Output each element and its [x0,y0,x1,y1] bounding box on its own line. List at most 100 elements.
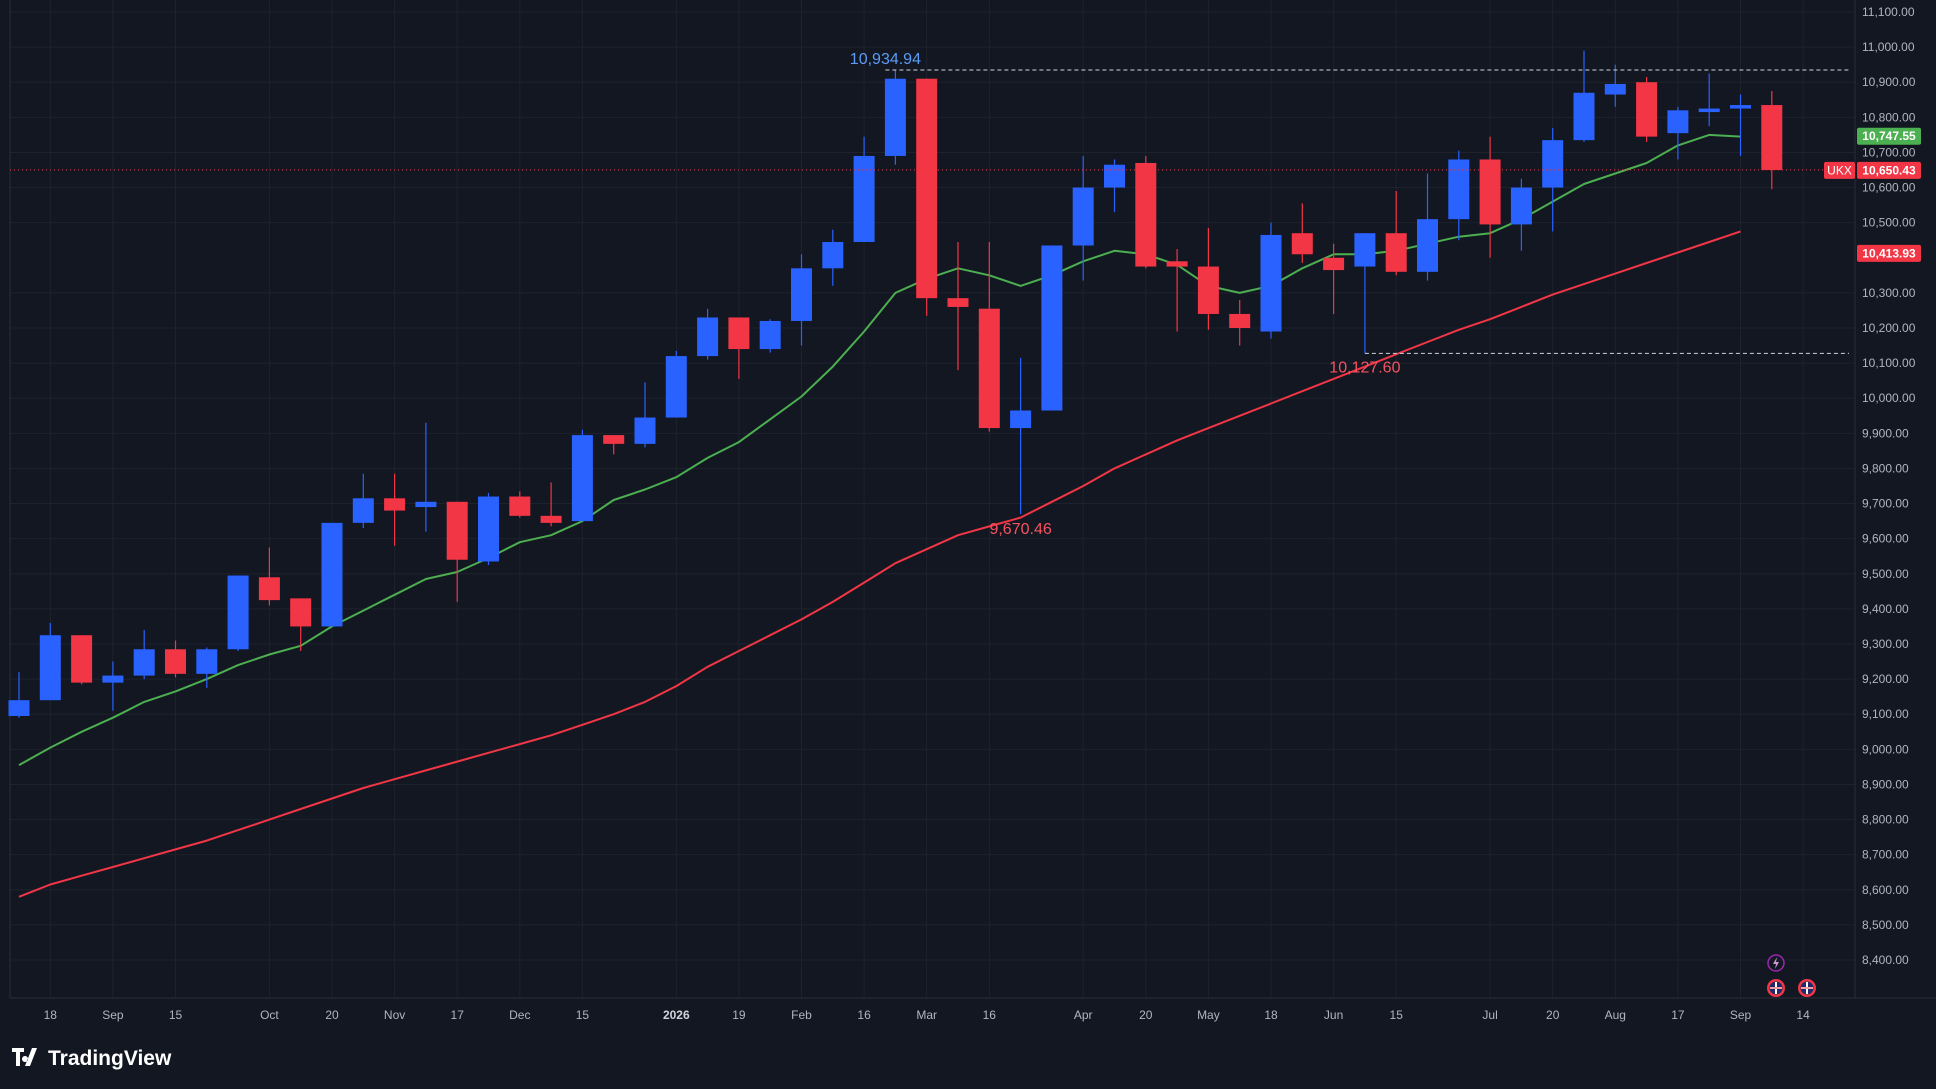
candle[interactable] [791,254,812,346]
candle[interactable] [133,629,155,680]
candle[interactable] [1636,76,1658,142]
candle[interactable] [1135,155,1157,269]
candle[interactable] [603,435,625,455]
candle-body [822,241,844,269]
price-tick-label: 8,600.00 [1862,883,1909,897]
candle[interactable] [39,622,61,701]
candle[interactable] [102,661,124,711]
candle[interactable] [165,640,186,678]
price-tick-label: 9,000.00 [1862,742,1909,756]
lightning-event-icon[interactable] [1767,954,1785,972]
candle[interactable] [415,422,437,532]
price-tag-value: 10,747.55 [1862,129,1916,143]
candle[interactable] [1354,233,1376,354]
candle[interactable] [1010,357,1032,515]
candle[interactable] [697,308,719,360]
candle[interactable] [478,493,499,565]
candle-body [978,308,1000,429]
price-tag[interactable]: 10,747.55 [1857,127,1921,145]
time-axis[interactable]: 18 Sep 15 Oct 20 Nov 17 Dec 15 2026 19 Feb 16 Mar 16 Ap… [44,1008,1810,1022]
candle[interactable] [1698,73,1720,127]
candle[interactable] [1573,50,1595,142]
candle[interactable] [916,78,938,316]
candle-body [665,356,687,418]
price-tick-label: 11,000.00 [1862,40,1915,54]
candle[interactable] [1104,159,1125,213]
candle[interactable] [1291,203,1313,264]
candle[interactable] [1730,94,1751,156]
chart-canvas[interactable]: 10,934.94 9,670.46 10,127.60 8,400.00 8,500… [0,0,1936,1035]
price-tag[interactable]: 10,650.43 UKX [1824,161,1921,179]
candle-body [1510,187,1532,225]
candle[interactable] [227,575,249,652]
candle[interactable] [1667,106,1689,160]
price-tick-label: 9,300.00 [1862,637,1909,651]
candle[interactable] [1479,136,1501,258]
time-tick-label: 14 [1796,1008,1810,1022]
price-tick-label: 10,800.00 [1862,110,1916,124]
candle-body [227,575,249,650]
candle-body [1417,219,1438,272]
candle[interactable] [1041,245,1063,411]
candle-body [697,317,719,357]
candle[interactable] [540,482,562,527]
candle[interactable] [759,319,781,353]
candle[interactable] [1542,127,1564,232]
candle[interactable] [1510,178,1532,251]
candle[interactable] [71,635,93,685]
candle[interactable] [196,647,218,688]
uk-flag-event-icon[interactable] [1767,979,1785,997]
candle-body [133,649,155,676]
price-tick-label: 8,900.00 [1862,777,1909,791]
price-tags: 10,747.55 10,650.43 UKX 10,413.93 [1824,127,1921,262]
candle[interactable] [1260,222,1282,339]
candle-body [1197,266,1219,314]
candle[interactable] [8,672,30,718]
candle[interactable] [665,350,687,418]
candle[interactable] [1385,191,1407,276]
candle[interactable] [884,69,906,165]
candle[interactable] [1761,91,1783,190]
candle[interactable] [1197,227,1219,330]
candle-body [258,577,280,601]
candle[interactable] [1323,243,1345,314]
candle[interactable] [822,229,844,286]
candle[interactable] [1229,299,1251,346]
candle[interactable] [258,547,280,606]
price-tick-label: 9,900.00 [1862,426,1909,440]
candle[interactable] [1072,155,1094,281]
candle-body [884,78,906,156]
candle-body [1448,159,1470,220]
price-tag[interactable]: 10,413.93 [1857,244,1921,262]
candle[interactable] [978,241,1000,432]
candle[interactable] [571,429,593,522]
candle[interactable] [728,317,750,379]
candle[interactable] [634,382,656,448]
time-tick-label: Mar [916,1008,937,1022]
candle[interactable] [1604,64,1626,107]
price-tick-label: 9,400.00 [1862,602,1909,616]
time-tick-label: Oct [260,1008,279,1022]
candle[interactable] [352,473,374,529]
candle[interactable] [1448,150,1470,241]
candle[interactable] [947,241,969,371]
candle[interactable] [321,522,343,627]
time-tick-label: Aug [1605,1008,1626,1022]
candle[interactable] [446,501,468,602]
uk-flag-event-icon[interactable] [1798,979,1816,997]
candle-body [571,435,593,522]
candle[interactable] [853,136,875,242]
candle[interactable] [290,598,312,652]
lightning-icon-ring [1767,954,1785,972]
time-tick-label: 19 [732,1008,746,1022]
price-axis[interactable]: 8,400.00 8,500.00 8,600.00 8,700.00 8,800.00… [1862,5,1916,967]
price-tag-value: 10,413.93 [1862,246,1916,260]
candle[interactable] [384,473,406,546]
candle[interactable] [1166,249,1188,332]
candle[interactable] [1417,173,1438,281]
candle[interactable] [509,491,531,518]
price-tag-value: 10,650.43 [1862,163,1916,177]
tradingview-logo[interactable]: TradingView [12,1046,171,1072]
candle-body [1041,245,1063,411]
